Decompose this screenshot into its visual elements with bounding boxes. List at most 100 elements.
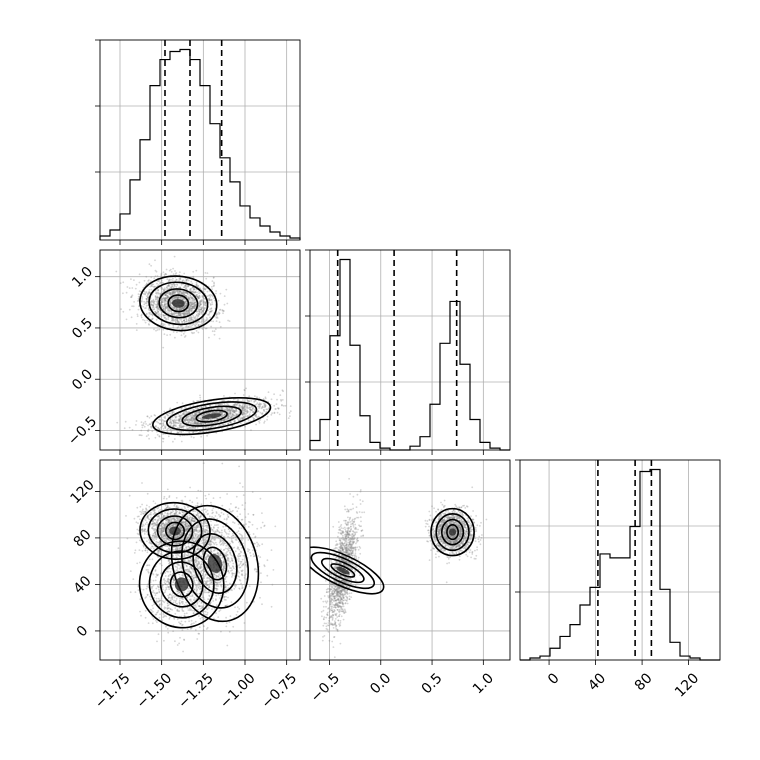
scatter-point: [174, 291, 176, 294]
scatter-point: [211, 425, 214, 428]
scatter-point: [177, 563, 180, 566]
scatter-point: [176, 426, 179, 429]
scatter-point: [181, 597, 184, 600]
scatter-point: [156, 297, 158, 299]
scatter-point: [146, 429, 149, 432]
scatter-point: [226, 426, 229, 429]
scatter-point: [188, 533, 191, 535]
scatter-point: [166, 305, 168, 308]
scatter-point: [140, 300, 143, 302]
scatter-point: [190, 305, 193, 308]
scatter-point: [178, 414, 181, 417]
scatter-point: [182, 523, 185, 525]
scatter-point: [183, 638, 185, 641]
scatter-point: [264, 396, 267, 399]
scatter-point: [183, 292, 186, 294]
scatter-point: [190, 623, 193, 626]
scatter-point: [190, 417, 193, 420]
scatter-point: [208, 430, 211, 432]
scatter-point: [183, 298, 186, 301]
scatter-point: [151, 301, 153, 303]
scatter-point: [178, 542, 181, 545]
scatter-point: [157, 313, 160, 316]
scatter-point: [187, 554, 190, 557]
scatter-point: [208, 297, 211, 300]
scatter-point: [177, 292, 180, 295]
scatter-point: [166, 296, 169, 299]
scatter-point: [238, 410, 241, 413]
scatter-point: [260, 412, 263, 415]
panel-frame: [309, 249, 511, 451]
scatter-point: [145, 596, 148, 598]
scatter-point: [213, 299, 216, 302]
scatter-point: [189, 557, 191, 560]
scatter-point: [180, 417, 183, 419]
scatter-point: [166, 549, 169, 551]
scatter-point: [156, 303, 159, 306]
scatter-point: [153, 300, 155, 303]
scatter-point: [224, 419, 227, 422]
scatter-point: [178, 312, 181, 314]
scatter-point: [243, 406, 246, 409]
scatter-point: [204, 591, 207, 594]
scatter-point: [195, 269, 198, 272]
scatter-point: [166, 286, 168, 289]
scatter-point: [254, 414, 256, 417]
scatter-point: [171, 416, 174, 419]
scatter-point: [201, 606, 203, 609]
scatter-point: [148, 291, 151, 294]
scatter-point: [230, 407, 233, 409]
scatter-point: [197, 307, 200, 309]
scatter-point: [209, 418, 212, 421]
scatter-point: [186, 292, 189, 295]
scatter-point: [193, 299, 196, 302]
scatter-point: [142, 588, 145, 591]
scatter-point: [197, 314, 200, 317]
scatter-point: [230, 567, 233, 570]
scatter-point: [143, 537, 146, 540]
scatter-point: [274, 408, 277, 410]
scatter-point: [205, 556, 208, 559]
scatter-point: [170, 291, 172, 294]
scatter-point: [230, 416, 233, 419]
scatter-point: [181, 533, 183, 535]
scatter-point: [184, 524, 186, 526]
scatter-point: [130, 296, 133, 298]
scatter-point: [151, 303, 153, 306]
scatter-point: [215, 581, 218, 584]
scatter-point: [147, 434, 150, 436]
scatter-point: [219, 609, 222, 611]
scatter-point: [164, 420, 166, 423]
scatter-point: [179, 277, 182, 280]
scatter-point: [194, 298, 196, 301]
scatter-point: [184, 312, 187, 314]
scatter-point: [172, 419, 175, 422]
scatter-point: [185, 612, 188, 615]
scatter-point: [188, 525, 190, 528]
scatter-point: [166, 295, 169, 297]
scatter-point: [160, 301, 163, 303]
scatter-point: [194, 529, 197, 531]
scatter-point: [164, 297, 167, 300]
scatter-point: [145, 298, 148, 300]
scatter-point: [144, 609, 147, 612]
scatter-point: [216, 407, 219, 410]
scatter-point: [235, 614, 238, 616]
scatter-point: [161, 300, 163, 302]
scatter-point: [161, 525, 163, 528]
scatter-point: [188, 308, 191, 311]
scatter-point: [184, 283, 187, 286]
scatter-point: [192, 569, 195, 571]
scatter-point: [201, 418, 204, 421]
scatter-point: [166, 288, 169, 290]
scatter-point: [147, 308, 150, 311]
scatter-point: [162, 588, 164, 591]
scatter-point: [151, 545, 154, 548]
scatter-point: [167, 306, 169, 309]
scatter-point: [190, 280, 193, 283]
scatter-point: [246, 410, 249, 413]
scatter-point: [156, 309, 159, 312]
scatter-point: [178, 271, 181, 274]
scatter-point: [226, 407, 229, 410]
scatter-point: [164, 273, 167, 275]
